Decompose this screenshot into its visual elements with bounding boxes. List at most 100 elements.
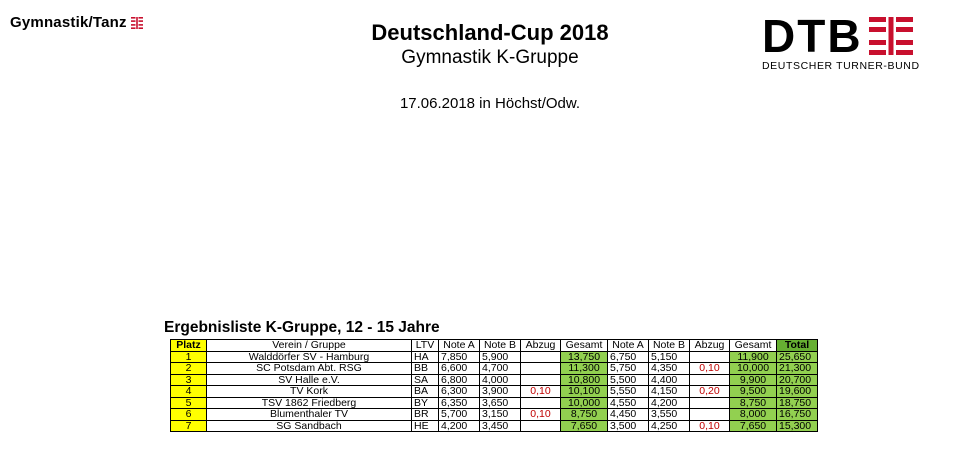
cell-ltv: SA: [411, 373, 439, 386]
cell-note-a-1: 6,350: [438, 396, 480, 409]
cell-note-b-1: 5,900: [479, 350, 521, 363]
results-table: Platz Verein / Gruppe LTV Note A Note B …: [170, 339, 818, 432]
cell-note-b-1: 3,450: [479, 419, 521, 432]
cell-verein: TSV 1862 Friedberg: [206, 396, 412, 409]
cell-note-a-1: 6,300: [438, 385, 480, 398]
col-note-a-2: Note A: [607, 339, 649, 352]
cell-note-a-1: 5,700: [438, 408, 480, 421]
cell-gesamt-1: 11,300: [560, 362, 608, 375]
cell-note-b-1: 3,150: [479, 408, 521, 421]
cell-gesamt-1: 10,000: [560, 396, 608, 409]
col-ltv: LTV: [411, 339, 439, 352]
table-row: 5 TSV 1862 Friedberg BY 6,350 3,650 10,0…: [170, 396, 818, 409]
cell-verein: SC Potsdam Abt. RSG: [206, 362, 412, 375]
cell-note-a-2: 3,500: [607, 419, 649, 432]
cell-verein: Blumenthaler TV: [206, 408, 412, 421]
cell-gesamt-2: 11,900: [729, 350, 777, 363]
cell-total: 21,300: [776, 362, 818, 375]
cell-abzug-1: [520, 350, 561, 363]
cell-total: 20,700: [776, 373, 818, 386]
cell-note-b-2: 4,350: [648, 362, 690, 375]
cell-total: 15,300: [776, 419, 818, 432]
col-total: Total: [776, 339, 818, 352]
cell-abzug-2: [689, 408, 730, 421]
cell-total: 16,750: [776, 408, 818, 421]
brand-left-label: Gymnastik/Tanz: [10, 14, 127, 31]
cell-note-b-2: 4,200: [648, 396, 690, 409]
dtb-mark-small-icon: [130, 16, 143, 29]
cell-gesamt-1: 8,750: [560, 408, 608, 421]
cell-gesamt-1: 7,650: [560, 419, 608, 432]
cell-total: 18,750: [776, 396, 818, 409]
cell-abzug-2: [689, 373, 730, 386]
cell-note-a-1: 4,200: [438, 419, 480, 432]
col-verein: Verein / Gruppe: [206, 339, 412, 352]
cell-note-b-2: 5,150: [648, 350, 690, 363]
title-block: Deutschland-Cup 2018 Gymnastik K-Gruppe: [0, 20, 980, 70]
col-abzug-2: Abzug: [689, 339, 730, 352]
col-note-a-1: Note A: [438, 339, 480, 352]
cell-ltv: BA: [411, 385, 439, 398]
cell-abzug-1: [520, 396, 561, 409]
cell-abzug-2: 0,20: [689, 385, 730, 398]
cell-note-a-2: 5,550: [607, 385, 649, 398]
cell-note-a-1: 7,850: [438, 350, 480, 363]
cell-platz: 1: [170, 350, 207, 363]
cell-platz: 5: [170, 396, 207, 409]
table-row: 7 SG Sandbach HE 4,200 3,450 7,650 3,500…: [170, 419, 818, 432]
cell-verein: SV Halle e.V.: [206, 373, 412, 386]
cell-gesamt-2: 7,650: [729, 419, 777, 432]
cell-abzug-1: [520, 362, 561, 375]
cell-note-a-2: 5,750: [607, 362, 649, 375]
dtb-logo-letters: DTB: [762, 10, 863, 62]
cell-ltv: BB: [411, 362, 439, 375]
col-note-b-2: Note B: [648, 339, 690, 352]
cell-note-a-1: 6,600: [438, 362, 480, 375]
table-row: 1 Walddörfer SV - Hamburg HA 7,850 5,900…: [170, 350, 818, 363]
cell-platz: 2: [170, 362, 207, 375]
table-row: 4 TV Kork BA 6,300 3,900 0,10 10,100 5,5…: [170, 385, 818, 398]
col-gesamt-1: Gesamt: [560, 339, 608, 352]
cell-note-b-2: 3,550: [648, 408, 690, 421]
cell-note-b-2: 4,250: [648, 419, 690, 432]
dtb-logo: DTB DEUTSCHER TURNER-BUND: [762, 10, 968, 72]
cell-total: 19,600: [776, 385, 818, 398]
cell-gesamt-1: 13,750: [560, 350, 608, 363]
cell-abzug-2: 0,10: [689, 419, 730, 432]
section-title: Ergebnisliste K-Gruppe, 12 - 15 Jahre: [164, 319, 440, 336]
cell-gesamt-1: 10,800: [560, 373, 608, 386]
cell-ltv: HA: [411, 350, 439, 363]
cell-gesamt-1: 10,100: [560, 385, 608, 398]
cell-ltv: BR: [411, 408, 439, 421]
cell-note-a-1: 6,800: [438, 373, 480, 386]
col-note-b-1: Note B: [479, 339, 521, 352]
col-abzug-1: Abzug: [520, 339, 561, 352]
dtb-logo-subtitle: DEUTSCHER TURNER-BUND: [762, 60, 920, 72]
cell-abzug-2: [689, 396, 730, 409]
cell-gesamt-2: 10,000: [729, 362, 777, 375]
table-header-row: Platz Verein / Gruppe LTV Note A Note B …: [170, 339, 818, 352]
cell-note-a-2: 6,750: [607, 350, 649, 363]
cell-note-b-1: 3,650: [479, 396, 521, 409]
cell-ltv: HE: [411, 419, 439, 432]
cell-gesamt-2: 9,500: [729, 385, 777, 398]
cell-note-b-1: 4,000: [479, 373, 521, 386]
cell-abzug-2: 0,10: [689, 362, 730, 375]
cell-verein: SG Sandbach: [206, 419, 412, 432]
cell-note-b-1: 3,900: [479, 385, 521, 398]
cell-verein: TV Kork: [206, 385, 412, 398]
cell-platz: 4: [170, 385, 207, 398]
col-platz: Platz: [170, 339, 207, 352]
cell-gesamt-2: 9,900: [729, 373, 777, 386]
cell-note-a-2: 4,450: [607, 408, 649, 421]
cell-platz: 7: [170, 419, 207, 432]
cell-note-b-2: 4,400: [648, 373, 690, 386]
dtb-mark-icon: [868, 17, 913, 55]
cell-total: 25,650: [776, 350, 818, 363]
brand-gymnastik-tanz: Gymnastik/Tanz: [10, 14, 143, 31]
page-title: Deutschland-Cup 2018: [371, 20, 609, 45]
cell-gesamt-2: 8,750: [729, 396, 777, 409]
cell-platz: 3: [170, 373, 207, 386]
cell-abzug-1: [520, 373, 561, 386]
table-row: 6 Blumenthaler TV BR 5,700 3,150 0,10 8,…: [170, 408, 818, 421]
